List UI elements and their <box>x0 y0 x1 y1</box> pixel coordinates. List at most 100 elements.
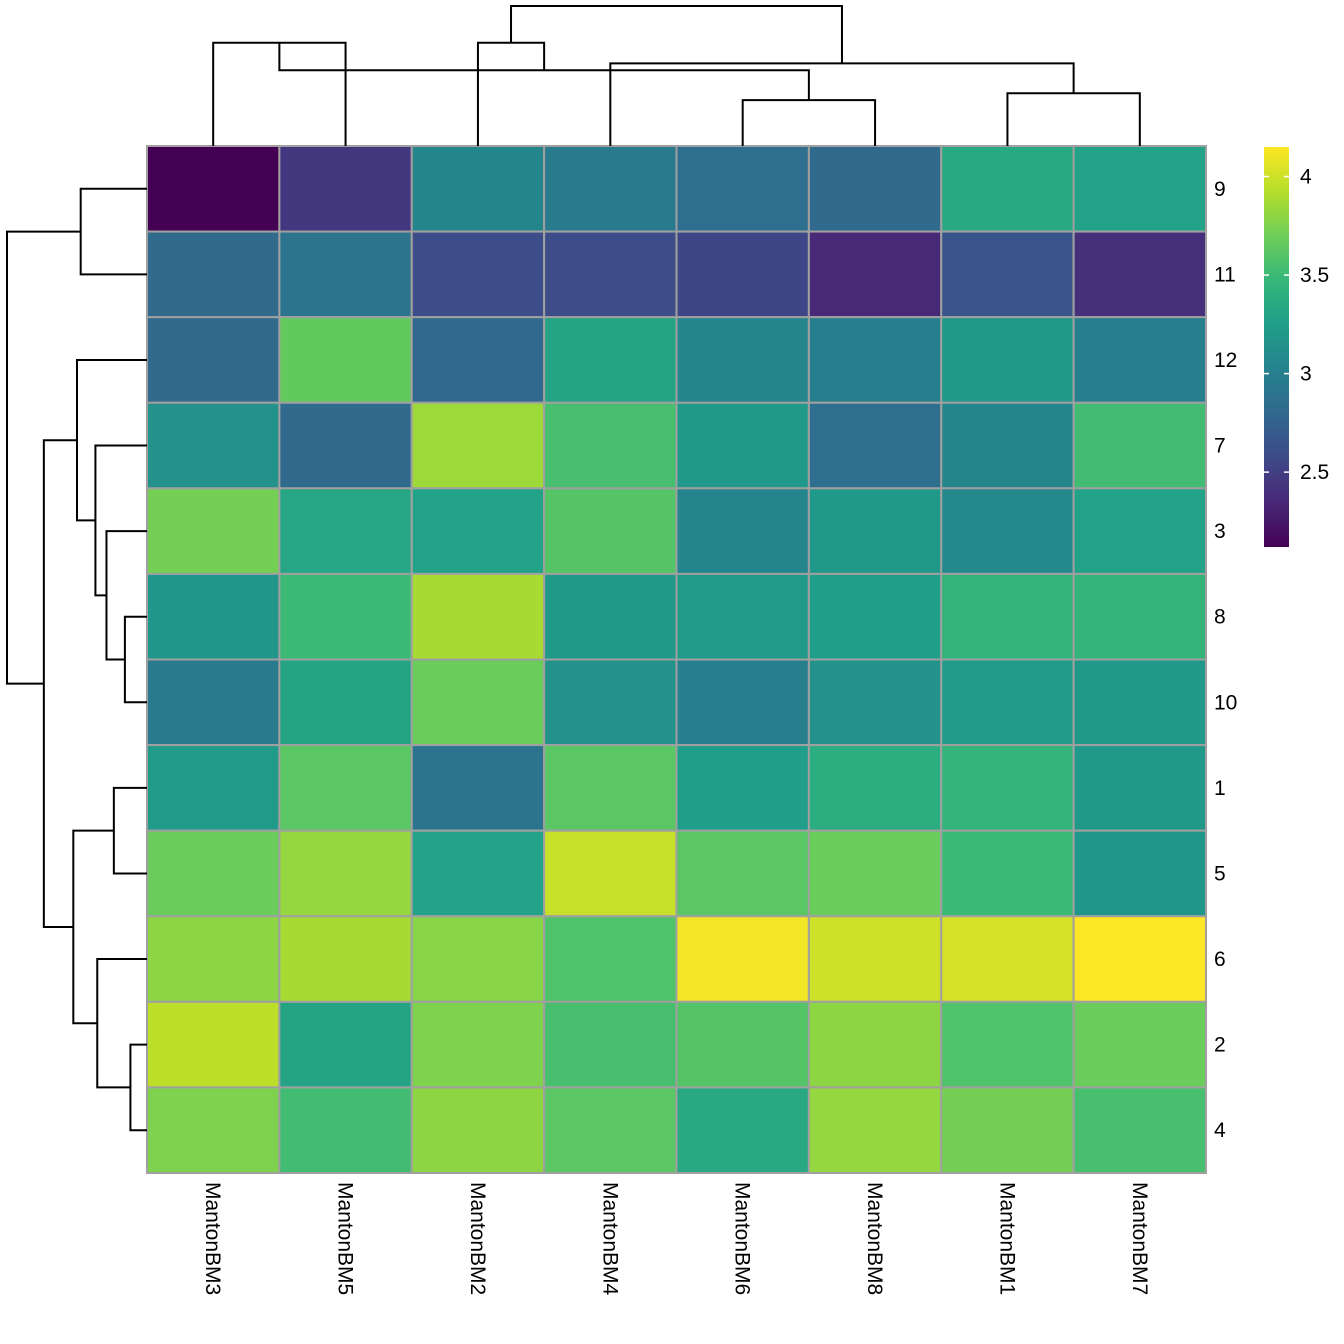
heatmap-cell <box>410 572 546 661</box>
heatmap-cell <box>543 401 678 490</box>
heatmap-cell <box>940 1086 1075 1174</box>
heatmap-cell <box>278 316 413 404</box>
heatmap-cell <box>146 658 281 747</box>
heatmap-cell <box>278 1000 413 1089</box>
row-label: 6 <box>1214 948 1226 971</box>
heatmap-cell <box>675 658 810 747</box>
row-labels: 9 11 12 7 3 8 10 1 5 6 2 4 <box>1214 178 1237 1142</box>
column-dendrogram <box>212 5 1141 146</box>
heatmap-cell <box>543 915 678 1003</box>
heatmap-cell <box>278 572 413 661</box>
dendrogram-link <box>76 358 147 522</box>
heatmap-cell <box>940 487 1075 575</box>
dendrogram-link <box>212 41 347 146</box>
heatmap-cell <box>410 401 546 490</box>
heatmap-cell <box>543 1000 678 1089</box>
dendrogram-link <box>123 615 147 704</box>
heatmap-cell <box>410 829 546 918</box>
heatmap-cell <box>543 658 678 747</box>
heatmap-cell <box>807 658 943 747</box>
heatmap-cell <box>410 1000 546 1089</box>
column-labels: MantonBM3 MantonBM5 MantonBM2 MantonBM4 Mant… <box>201 1182 1151 1296</box>
dendrogram-link <box>42 439 77 928</box>
dendrogram-link <box>96 958 147 1089</box>
heatmap-cell <box>278 230 413 319</box>
column-label: MantonBM2 <box>466 1182 489 1295</box>
heatmap-cell <box>1072 316 1207 404</box>
heatmap-cell <box>807 230 943 319</box>
row-dendrogram <box>6 187 147 1132</box>
heatmap-cell <box>807 1086 943 1174</box>
column-label: MantonBM5 <box>334 1182 357 1295</box>
heatmap-cell <box>278 829 413 918</box>
dendrogram-link <box>79 187 147 276</box>
heatmap-cell <box>146 487 281 575</box>
heatmap-cell <box>1072 829 1207 918</box>
heatmap-cell <box>940 401 1075 490</box>
row-label: 5 <box>1214 862 1226 885</box>
heatmap-cell <box>807 145 943 233</box>
row-label: 1 <box>1214 777 1226 800</box>
heatmap-cell <box>146 316 281 404</box>
column-label: MantonBM7 <box>1128 1182 1151 1295</box>
heatmap-cell <box>675 744 810 832</box>
heatmap-cell <box>675 401 810 490</box>
heatmap-cell <box>807 1000 943 1089</box>
heatmap-cell <box>940 658 1075 747</box>
heatmap-cell <box>807 829 943 918</box>
heatmap-cell <box>410 1086 546 1174</box>
heatmap-cell <box>410 744 546 832</box>
heatmap-cell <box>278 487 413 575</box>
heatmap-cell <box>675 829 810 918</box>
row-label: 2 <box>1214 1034 1226 1057</box>
heatmap-cell <box>1072 1086 1207 1174</box>
dendrogram-link <box>105 530 147 661</box>
heatmap-cell <box>675 145 810 233</box>
heatmap-cell <box>543 230 678 319</box>
dendrogram-link <box>94 444 147 597</box>
heatmap-cell <box>675 316 810 404</box>
row-label: 3 <box>1214 520 1226 543</box>
heatmap-cell <box>543 145 678 233</box>
heatmap-cell <box>146 230 281 319</box>
column-label: MantonBM6 <box>731 1182 754 1295</box>
dendrogram-link <box>609 62 1075 146</box>
heatmap-cell <box>543 487 678 575</box>
heatmap-cell <box>146 915 281 1003</box>
heatmap-cell <box>410 915 546 1003</box>
legend-colorbar <box>1264 147 1289 547</box>
heatmap-cell <box>410 145 546 233</box>
heatmap-cell <box>807 401 943 490</box>
heatmap-cell <box>1072 145 1207 233</box>
legend-tick-label: 2.5 <box>1300 461 1329 484</box>
heatmap-cell <box>940 744 1075 832</box>
heatmap-cell <box>1072 230 1207 319</box>
heatmap-cell <box>410 316 546 404</box>
heatmap-cell <box>278 658 413 747</box>
heatmap-cell <box>807 572 943 661</box>
heatmap-cell <box>940 572 1075 661</box>
heatmap-cell <box>278 915 413 1003</box>
heatmap-cells <box>146 145 1207 1174</box>
heatmap-cell <box>410 487 546 575</box>
column-label: MantonBM8 <box>863 1182 886 1295</box>
row-label: 11 <box>1214 263 1236 286</box>
heatmap-cell <box>278 145 413 233</box>
row-label: 8 <box>1214 606 1226 629</box>
column-label: MantonBM1 <box>995 1182 1018 1295</box>
heatmap-cell <box>278 1086 413 1174</box>
dendrogram-link <box>72 829 114 1025</box>
row-label: 10 <box>1214 691 1237 714</box>
heatmap-cell <box>1072 401 1207 490</box>
heatmap-cell <box>1072 487 1207 575</box>
color-legend: 2.5 3 3.5 4 <box>1264 147 1329 547</box>
heatmap-cell <box>146 1086 281 1174</box>
column-label: MantonBM4 <box>598 1182 621 1296</box>
dendrogram-link <box>510 5 843 64</box>
heatmap-cell <box>940 145 1075 233</box>
heatmap-cell <box>940 829 1075 918</box>
dendrogram-link <box>476 41 546 146</box>
heatmap-cell <box>1072 915 1207 1003</box>
